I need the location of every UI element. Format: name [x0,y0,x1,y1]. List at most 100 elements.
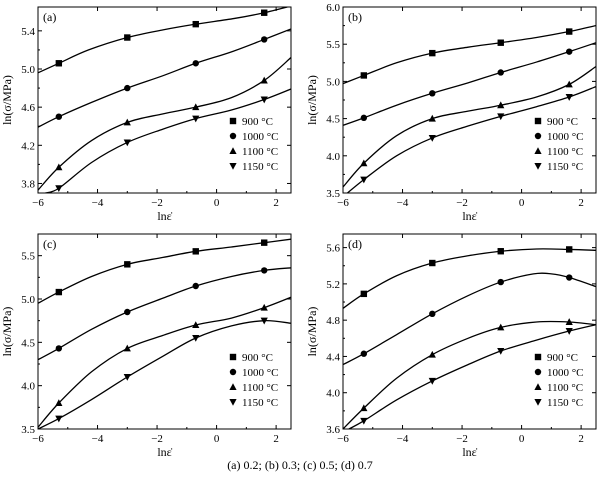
y-axis-label: ln(σ/MPa) [0,75,14,125]
data-point [55,113,63,120]
data-point [261,36,268,43]
data-point [497,39,504,46]
x-tick-label: −6 [32,197,44,209]
series-group [38,7,291,193]
chart-panel-0: −6 −4 −2 0 2 3.8 4.2 4.6 5.0 5.4 lnε̇ ln(σ/MPa) (a) 9… [0,6,292,223]
y-tick-label: 5.2 [326,279,340,291]
x-tick-label: −6 [337,197,349,209]
data-point [192,335,200,342]
panel-label: (b) [348,10,362,24]
series-group [343,24,596,193]
y-tick-label: 4.8 [326,315,340,327]
panel-label: (c) [43,237,56,251]
legend-label: 1100 °C [242,382,278,394]
data-point [566,246,573,253]
data-point [429,90,436,97]
data-point [497,323,505,331]
data-point [566,28,573,35]
data-point [192,248,199,255]
y-tick-label: 4.6 [21,102,35,114]
data-point [360,72,368,79]
series-line [38,296,291,428]
y-tick-label: 4.0 [21,381,35,393]
data-point [360,417,368,425]
x-tick-label: 2 [578,433,584,445]
legend-label: 1000 °C [242,367,279,379]
series-line [38,238,291,304]
data-point [565,80,573,88]
data-point [192,60,199,67]
data-point [497,69,504,76]
data-point [497,113,505,121]
chart-panel-2: −6 −4 −2 0 2 3.5 4.0 4.5 5.0 5.5 lnε̇ ln(σ/MPa) (c) 9… [0,233,292,459]
legend-label: 900 °C [242,352,273,364]
y-tick-label: 6.0 [326,2,340,14]
data-point [192,321,200,328]
data-point [429,49,436,57]
data-point [55,288,63,296]
legend-marker [534,353,542,361]
data-point [497,348,505,355]
data-point [260,76,268,84]
x-tick-label: −2 [151,433,163,445]
x-tick-label: 0 [214,433,220,445]
x-tick-label: −4 [92,433,104,445]
chart-panel-1: −6 −4 −2 0 2 3.5 4.0 4.5 5.0 5.5 6.0 lnε̇ ln(σ/MPa) (… [305,2,597,223]
legend-label: 900 °C [242,116,273,128]
data-point [260,317,268,325]
y-tick-label: 3.5 [21,424,35,436]
y-tick-label: 3.6 [326,424,340,436]
plot-frame [37,233,292,430]
x-tick-label: 0 [214,197,220,209]
legend-marker [229,132,237,140]
series-line [45,88,291,193]
legend-marker [534,132,542,140]
legend-label: 1000 °C [547,131,584,143]
data-point [260,96,268,104]
series-line [346,86,596,193]
series-line [38,57,291,191]
y-tick-label: 4.0 [326,151,340,163]
x-axis-label: lnε̇ [157,445,172,458]
legend-label: 900 °C [547,352,578,364]
data-point [428,377,436,385]
data-point [566,48,573,55]
x-tick-label: −4 [397,433,409,445]
legend-marker [534,383,542,390]
data-point [55,399,63,406]
y-tick-label: 4.0 [326,388,340,400]
data-point [124,261,131,268]
data-point [565,318,573,325]
series-group [38,238,291,429]
series-line [348,324,596,429]
y-tick-label: 5.5 [326,39,340,51]
data-point [360,350,368,357]
legend-marker [229,117,237,125]
data-point [497,278,504,286]
data-point [55,185,63,193]
data-point [497,248,504,255]
legend-marker [229,163,237,170]
series-line [343,24,596,85]
data-point [123,139,131,147]
series-line [343,42,596,126]
data-point [123,118,131,126]
data-point [192,103,200,111]
y-axis-label: ln(σ/MPa) [305,75,319,125]
y-tick-label: 5.0 [21,64,35,76]
legend-label: 1000 °C [242,131,279,143]
legend-marker [229,368,237,376]
data-point [261,239,268,246]
legend-marker [229,353,237,361]
data-point [192,282,199,290]
legend-marker [534,117,542,125]
chart-grid: −6 −4 −2 0 2 3.8 4.2 4.6 5.0 5.4 lnε̇ ln(σ/MPa) (a) 9… [0,2,597,459]
legend-label: 1100 °C [547,382,583,394]
series-line [38,267,291,361]
y-tick-label: 5.0 [326,76,340,88]
chart-panel-3: −6 −4 −2 0 2 3.6 4.0 4.4 4.8 5.2 5.6 lnε̇ ln(σ/MPa) (… [305,233,597,459]
legend-marker [229,399,237,406]
x-tick-label: −2 [151,197,163,209]
series-line [38,7,290,74]
data-point [123,374,131,381]
